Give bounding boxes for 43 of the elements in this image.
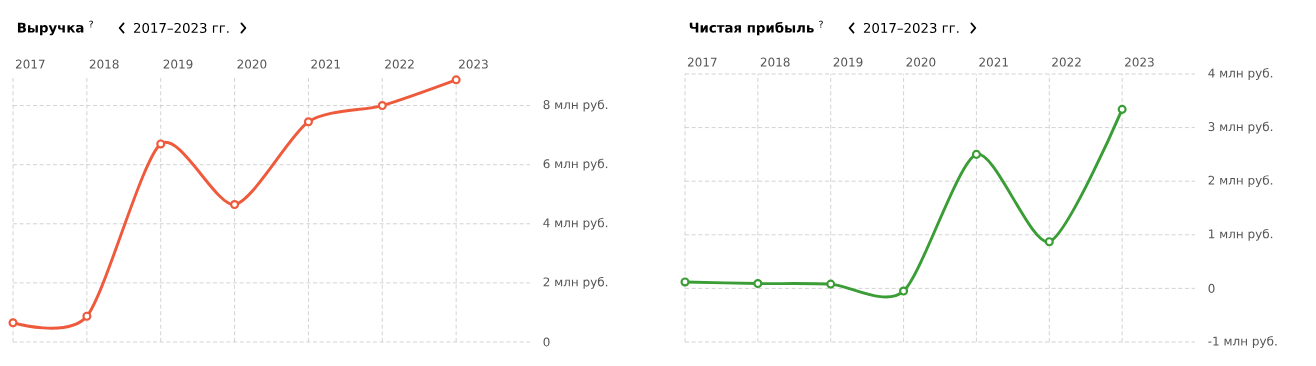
point <box>1117 104 1127 114</box>
chart-subtitle: 2017–2023 гг. <box>133 22 229 34</box>
point <box>156 139 166 149</box>
chart-title: Выручка $^{?}$ <box>17 20 93 36</box>
y-tick-label: -1 млн руб. <box>1208 336 1277 348</box>
y-tick-label: 4 млн руб. <box>1208 68 1273 80</box>
y-tick-label: 4 млн руб. <box>543 217 608 230</box>
point <box>971 149 981 159</box>
x-tick-label: 2018 <box>760 57 790 67</box>
x-tick-label: 2017 <box>687 57 717 67</box>
x-tick-label: 2018 <box>89 59 119 69</box>
y-tick-label: 0 <box>543 337 550 347</box>
x-tick-label: 2019 <box>163 59 193 69</box>
x-tick-label: 2019 <box>833 57 863 67</box>
point <box>680 277 690 287</box>
y-tick-label: 8 млн руб. <box>543 99 608 112</box>
x-tick-label: 2022 <box>385 59 414 69</box>
x-tick-label: 2022 <box>1052 57 1081 67</box>
y-tick-label: 1 млн руб. <box>1209 228 1273 241</box>
x-tick-label: 2023 <box>459 59 488 69</box>
point <box>899 286 909 296</box>
x-tick-label: 2021 <box>979 57 1008 67</box>
point <box>1044 237 1054 247</box>
point <box>303 117 313 127</box>
y-tick-label: 2 млн руб. <box>1208 175 1273 188</box>
chart-title: Чистая прибыль $^{?}$ <box>689 20 823 36</box>
chart-subtitle: 2017–2023 гг. <box>863 22 959 34</box>
y-tick-label: 3 млн руб. <box>1208 121 1273 134</box>
x-tick-label: 2020 <box>906 57 936 67</box>
x-tick-label: 2023 <box>1125 57 1154 67</box>
point <box>377 101 387 111</box>
point <box>826 279 836 289</box>
point <box>8 318 18 328</box>
y-tick-label: 6 млн руб. <box>543 158 608 171</box>
point <box>753 279 763 289</box>
x-tick-label: 2020 <box>237 59 267 69</box>
y-tick-label: 0 <box>1208 283 1215 293</box>
point <box>82 311 92 321</box>
x-tick-label: 2017 <box>15 59 45 69</box>
x-tick-label: 2021 <box>311 59 340 69</box>
point <box>451 75 461 85</box>
y-tick-label: 2 млн руб. <box>543 276 608 289</box>
point <box>230 200 240 210</box>
